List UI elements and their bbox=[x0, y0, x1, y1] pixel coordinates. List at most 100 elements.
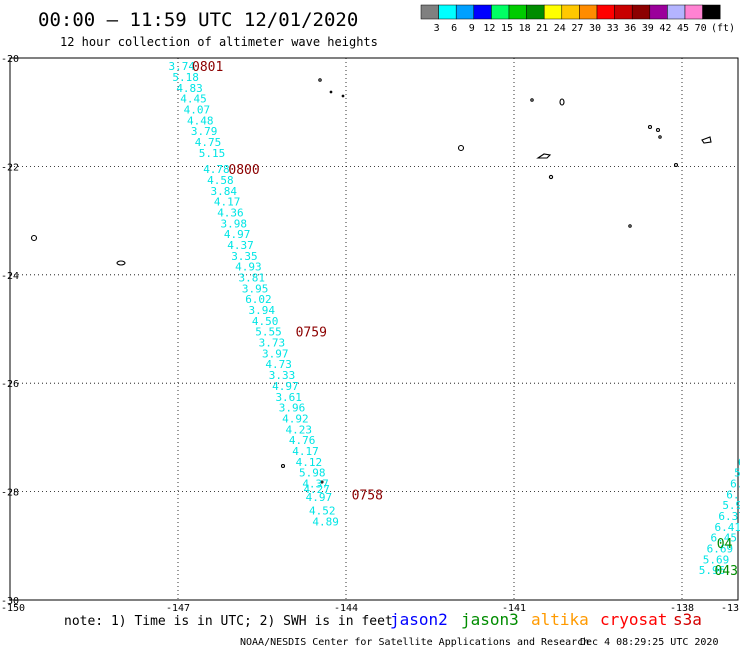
wave-height-label: 4.52 bbox=[309, 505, 336, 518]
chart-subtitle: 12 hour collection of altimeter wave hei… bbox=[60, 35, 378, 49]
island bbox=[658, 135, 662, 139]
wave-height-label: 4.37 bbox=[302, 477, 329, 490]
y-axis-tick-labels: -20 -22 -24 -26 -28 -30 bbox=[1, 54, 19, 607]
y-tick-label: -26 bbox=[1, 379, 19, 390]
island bbox=[559, 98, 565, 106]
chart-title: 00:00 – 11:59 UTC 12/01/2020 bbox=[38, 9, 358, 31]
colorbar-tick-label: 9 bbox=[469, 23, 475, 34]
wave-height-label: 6.02 bbox=[730, 477, 740, 490]
wave-height-label: 5.96 bbox=[699, 564, 726, 577]
satellite-legend-altika: altika bbox=[531, 610, 589, 629]
colorbar-swatch bbox=[508, 4, 527, 20]
wave-height-label: 4.37 bbox=[227, 239, 254, 252]
wave-height-label: 4.73 bbox=[265, 358, 292, 371]
island bbox=[548, 174, 554, 180]
time-tag-label: 0758 bbox=[352, 488, 383, 503]
colorbar-tick-label: 70 bbox=[695, 23, 707, 34]
island bbox=[341, 94, 345, 98]
colorbar-tick-label: 21 bbox=[536, 23, 548, 34]
y-tick-label: -30 bbox=[1, 596, 19, 607]
colorbar-tick-label: 33 bbox=[607, 23, 619, 34]
time-tag-label: 0801 bbox=[192, 60, 223, 75]
wave-height-label: 3.61 bbox=[275, 391, 302, 404]
wave-height-label: 5.69 bbox=[703, 553, 730, 566]
wave-height-label: 4.48 bbox=[187, 114, 214, 127]
wave-height-label: 4.97 bbox=[272, 380, 299, 393]
wave-height-label: 3.33 bbox=[269, 369, 296, 382]
wave-height-label: 3.84 bbox=[210, 185, 237, 198]
chart-grid bbox=[10, 58, 738, 600]
wave-height-label: 4.07 bbox=[184, 103, 211, 116]
wave-height-label: 5.55 bbox=[255, 326, 282, 339]
colorbar-swatch bbox=[526, 4, 545, 20]
wave-height-label: 4.97 bbox=[306, 491, 333, 504]
colorbar-legend: 3 6 9 12 15 18 21 24 27 30 33 36 39 42 45 70 bbox=[420, 4, 721, 34]
wave-height-label: 5.15 bbox=[199, 147, 226, 160]
wave-height-label: 6.13 bbox=[726, 488, 740, 501]
wave-height-label: 4.27 bbox=[303, 483, 330, 496]
colorbar-swatch bbox=[543, 4, 563, 20]
wave-height-label: 4.92 bbox=[282, 412, 309, 425]
x-tick-label: -150 bbox=[1, 603, 25, 614]
colorbar-swatch bbox=[614, 4, 633, 20]
altimeter-tracks: 3.745.184.834.454.074.483.794.755.15 4.78… bbox=[168, 60, 740, 579]
track-jason3: 6.025.66.026.135.986.376.416.456.695.695… bbox=[699, 456, 740, 579]
wave-height-label: 4.78 bbox=[203, 163, 230, 176]
track-s3a: 3.745.184.834.454.074.483.794.755.15 4.78… bbox=[168, 60, 382, 528]
satellite-legend-cryosat: cryosat bbox=[600, 610, 667, 629]
island bbox=[457, 144, 465, 152]
wave-height-label: 3.98 bbox=[221, 217, 248, 230]
colorbar-swatch bbox=[491, 4, 510, 20]
island bbox=[673, 162, 679, 168]
colorbar-tick-label: 15 bbox=[501, 23, 513, 34]
wave-height-label: 3.79 bbox=[191, 125, 218, 138]
colorbar-swatch bbox=[631, 4, 651, 20]
colorbar-swatch bbox=[455, 4, 475, 20]
time-tag-label: 0759 bbox=[296, 326, 327, 341]
wave-height-label: 3.81 bbox=[238, 272, 264, 285]
x-tick-label: -144 bbox=[334, 603, 358, 614]
colorbar-swatch bbox=[473, 4, 492, 20]
island bbox=[628, 224, 632, 228]
wave-height-label: 4.93 bbox=[235, 261, 262, 274]
wave-height-label: 4.75 bbox=[195, 136, 222, 149]
colorbar-tick-label: 45 bbox=[677, 23, 689, 34]
satellite-legend: jason2 jason3 altika cryosat s3a bbox=[390, 610, 702, 629]
wave-height-label: 3.35 bbox=[231, 250, 258, 263]
wave-height-label: 3.97 bbox=[262, 347, 289, 360]
wave-height-label: 4.89 bbox=[312, 515, 339, 528]
wave-height-label: 6.45 bbox=[711, 532, 738, 545]
wave-height-label: 5.18 bbox=[172, 71, 199, 84]
wave-height-label: 5.98 bbox=[299, 467, 326, 480]
wave-height-label: 3.74 bbox=[168, 60, 195, 73]
colorbar-swatch bbox=[667, 4, 686, 20]
colorbar-swatch bbox=[579, 4, 598, 20]
wave-height-label: 4.17 bbox=[214, 196, 241, 209]
colorbar-swatch bbox=[438, 4, 457, 20]
wave-height-label: 6.69 bbox=[707, 543, 734, 556]
wave-height-label: 4.12 bbox=[296, 456, 323, 469]
wave-height-label: 4.45 bbox=[180, 93, 207, 106]
wave-height-label: 5.98 bbox=[722, 499, 740, 512]
colorbar-swatch bbox=[684, 4, 703, 20]
wave-height-label: 4.97 bbox=[224, 228, 251, 241]
island bbox=[320, 480, 324, 484]
satellite-legend-jason3: jason3 bbox=[461, 610, 519, 629]
island bbox=[701, 136, 712, 144]
colorbar-swatch bbox=[596, 4, 615, 20]
y-tick-label: -24 bbox=[1, 271, 19, 282]
wave-height-label: 4.23 bbox=[286, 423, 313, 436]
colorbar-swatch bbox=[420, 4, 439, 20]
y-tick-label: -22 bbox=[1, 162, 19, 173]
x-tick-label: -138 bbox=[670, 603, 694, 614]
time-tag-label: 0800 bbox=[228, 163, 259, 178]
x-tick-label: -141 bbox=[502, 603, 526, 614]
time-tag-label: 04 bbox=[717, 537, 733, 552]
colorbar-swatch bbox=[702, 4, 721, 20]
colorbar-tick-label: 12 bbox=[483, 23, 495, 34]
colorbar-tick-label: 3 bbox=[434, 23, 440, 34]
time-tag-label: 043 bbox=[714, 564, 737, 579]
wave-height-label: 4.83 bbox=[176, 82, 203, 95]
satellite-legend-s3a: s3a bbox=[673, 610, 702, 629]
